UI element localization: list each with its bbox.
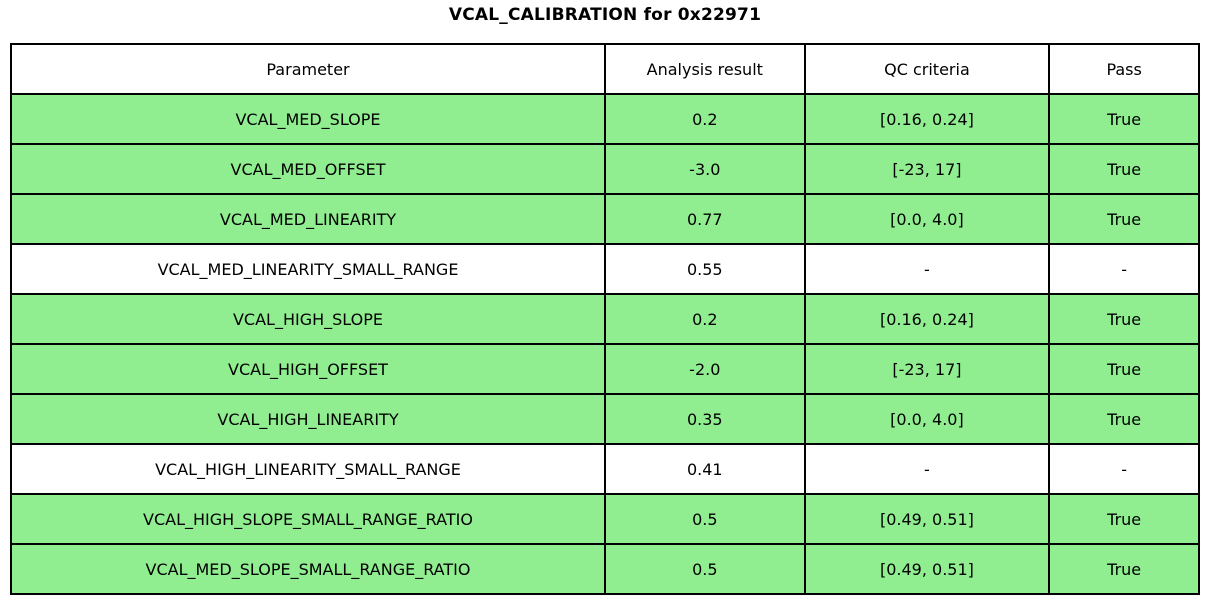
figure-title: VCAL_CALIBRATION for 0x22971	[448, 5, 762, 25]
cell-pass: True	[1048, 143, 1200, 195]
table-row: VCAL_HIGH_LINEARITY_SMALL_RANGE 0.41 - -	[10, 443, 1200, 495]
header-parameter: Parameter	[10, 43, 606, 95]
cell-analysis-result: 0.2	[604, 93, 806, 145]
cell-qc-criteria: [0.0, 4.0]	[803, 193, 1051, 245]
cell-qc-criteria: [0.49, 0.51]	[803, 543, 1051, 595]
cell-qc-criteria: -	[803, 443, 1051, 495]
header-analysis-result: Analysis result	[604, 43, 806, 95]
cell-parameter: VCAL_MED_SLOPE_SMALL_RANGE_RATIO	[10, 543, 606, 595]
cell-analysis-result: -2.0	[604, 343, 806, 395]
cell-qc-criteria: [0.16, 0.24]	[803, 293, 1051, 345]
cell-analysis-result: 0.35	[604, 393, 806, 445]
cell-qc-criteria: [0.16, 0.24]	[803, 93, 1051, 145]
header-pass: Pass	[1048, 43, 1200, 95]
cell-parameter: VCAL_HIGH_LINEARITY_SMALL_RANGE	[10, 443, 606, 495]
cell-pass: True	[1048, 543, 1200, 595]
cell-qc-criteria: [0.0, 4.0]	[803, 393, 1051, 445]
header-qc-criteria: QC criteria	[803, 43, 1051, 95]
cell-qc-criteria: [-23, 17]	[803, 143, 1051, 195]
cell-analysis-result: 0.77	[604, 193, 806, 245]
cell-parameter: VCAL_HIGH_LINEARITY	[10, 393, 606, 445]
cell-parameter: VCAL_MED_LINEARITY	[10, 193, 606, 245]
cell-qc-criteria: [0.49, 0.51]	[803, 493, 1051, 545]
cell-analysis-result: -3.0	[604, 143, 806, 195]
table-row: VCAL_MED_LINEARITY 0.77 [0.0, 4.0] True	[10, 193, 1200, 245]
cell-pass: True	[1048, 193, 1200, 245]
table-header-row: Parameter Analysis result QC criteria Pa…	[10, 43, 1200, 95]
cell-pass: -	[1048, 243, 1200, 295]
table-row: VCAL_MED_LINEARITY_SMALL_RANGE 0.55 - -	[10, 243, 1200, 295]
qc-results-table: Parameter Analysis result QC criteria Pa…	[10, 43, 1200, 595]
cell-parameter: VCAL_MED_OFFSET	[10, 143, 606, 195]
cell-analysis-result: 0.5	[604, 543, 806, 595]
cell-pass: -	[1048, 443, 1200, 495]
table-row: VCAL_HIGH_OFFSET -2.0 [-23, 17] True	[10, 343, 1200, 395]
cell-analysis-result: 0.41	[604, 443, 806, 495]
cell-parameter: VCAL_HIGH_SLOPE	[10, 293, 606, 345]
cell-parameter: VCAL_HIGH_OFFSET	[10, 343, 606, 395]
cell-parameter: VCAL_MED_SLOPE	[10, 93, 606, 145]
cell-pass: True	[1048, 493, 1200, 545]
cell-analysis-result: 0.55	[604, 243, 806, 295]
table-row: VCAL_HIGH_SLOPE 0.2 [0.16, 0.24] True	[10, 293, 1200, 345]
cell-analysis-result: 0.2	[604, 293, 806, 345]
cell-qc-criteria: -	[803, 243, 1051, 295]
cell-pass: True	[1048, 343, 1200, 395]
cell-analysis-result: 0.5	[604, 493, 806, 545]
table-row: VCAL_HIGH_SLOPE_SMALL_RANGE_RATIO 0.5 [0…	[10, 493, 1200, 545]
table-row: VCAL_MED_OFFSET -3.0 [-23, 17] True	[10, 143, 1200, 195]
cell-pass: True	[1048, 93, 1200, 145]
cell-pass: True	[1048, 293, 1200, 345]
cell-parameter: VCAL_HIGH_SLOPE_SMALL_RANGE_RATIO	[10, 493, 606, 545]
cell-qc-criteria: [-23, 17]	[803, 343, 1051, 395]
cell-parameter: VCAL_MED_LINEARITY_SMALL_RANGE	[10, 243, 606, 295]
table-row: VCAL_HIGH_LINEARITY 0.35 [0.0, 4.0] True	[10, 393, 1200, 445]
cell-pass: True	[1048, 393, 1200, 445]
table-row: VCAL_MED_SLOPE_SMALL_RANGE_RATIO 0.5 [0.…	[10, 543, 1200, 595]
table-row: VCAL_MED_SLOPE 0.2 [0.16, 0.24] True	[10, 93, 1200, 145]
